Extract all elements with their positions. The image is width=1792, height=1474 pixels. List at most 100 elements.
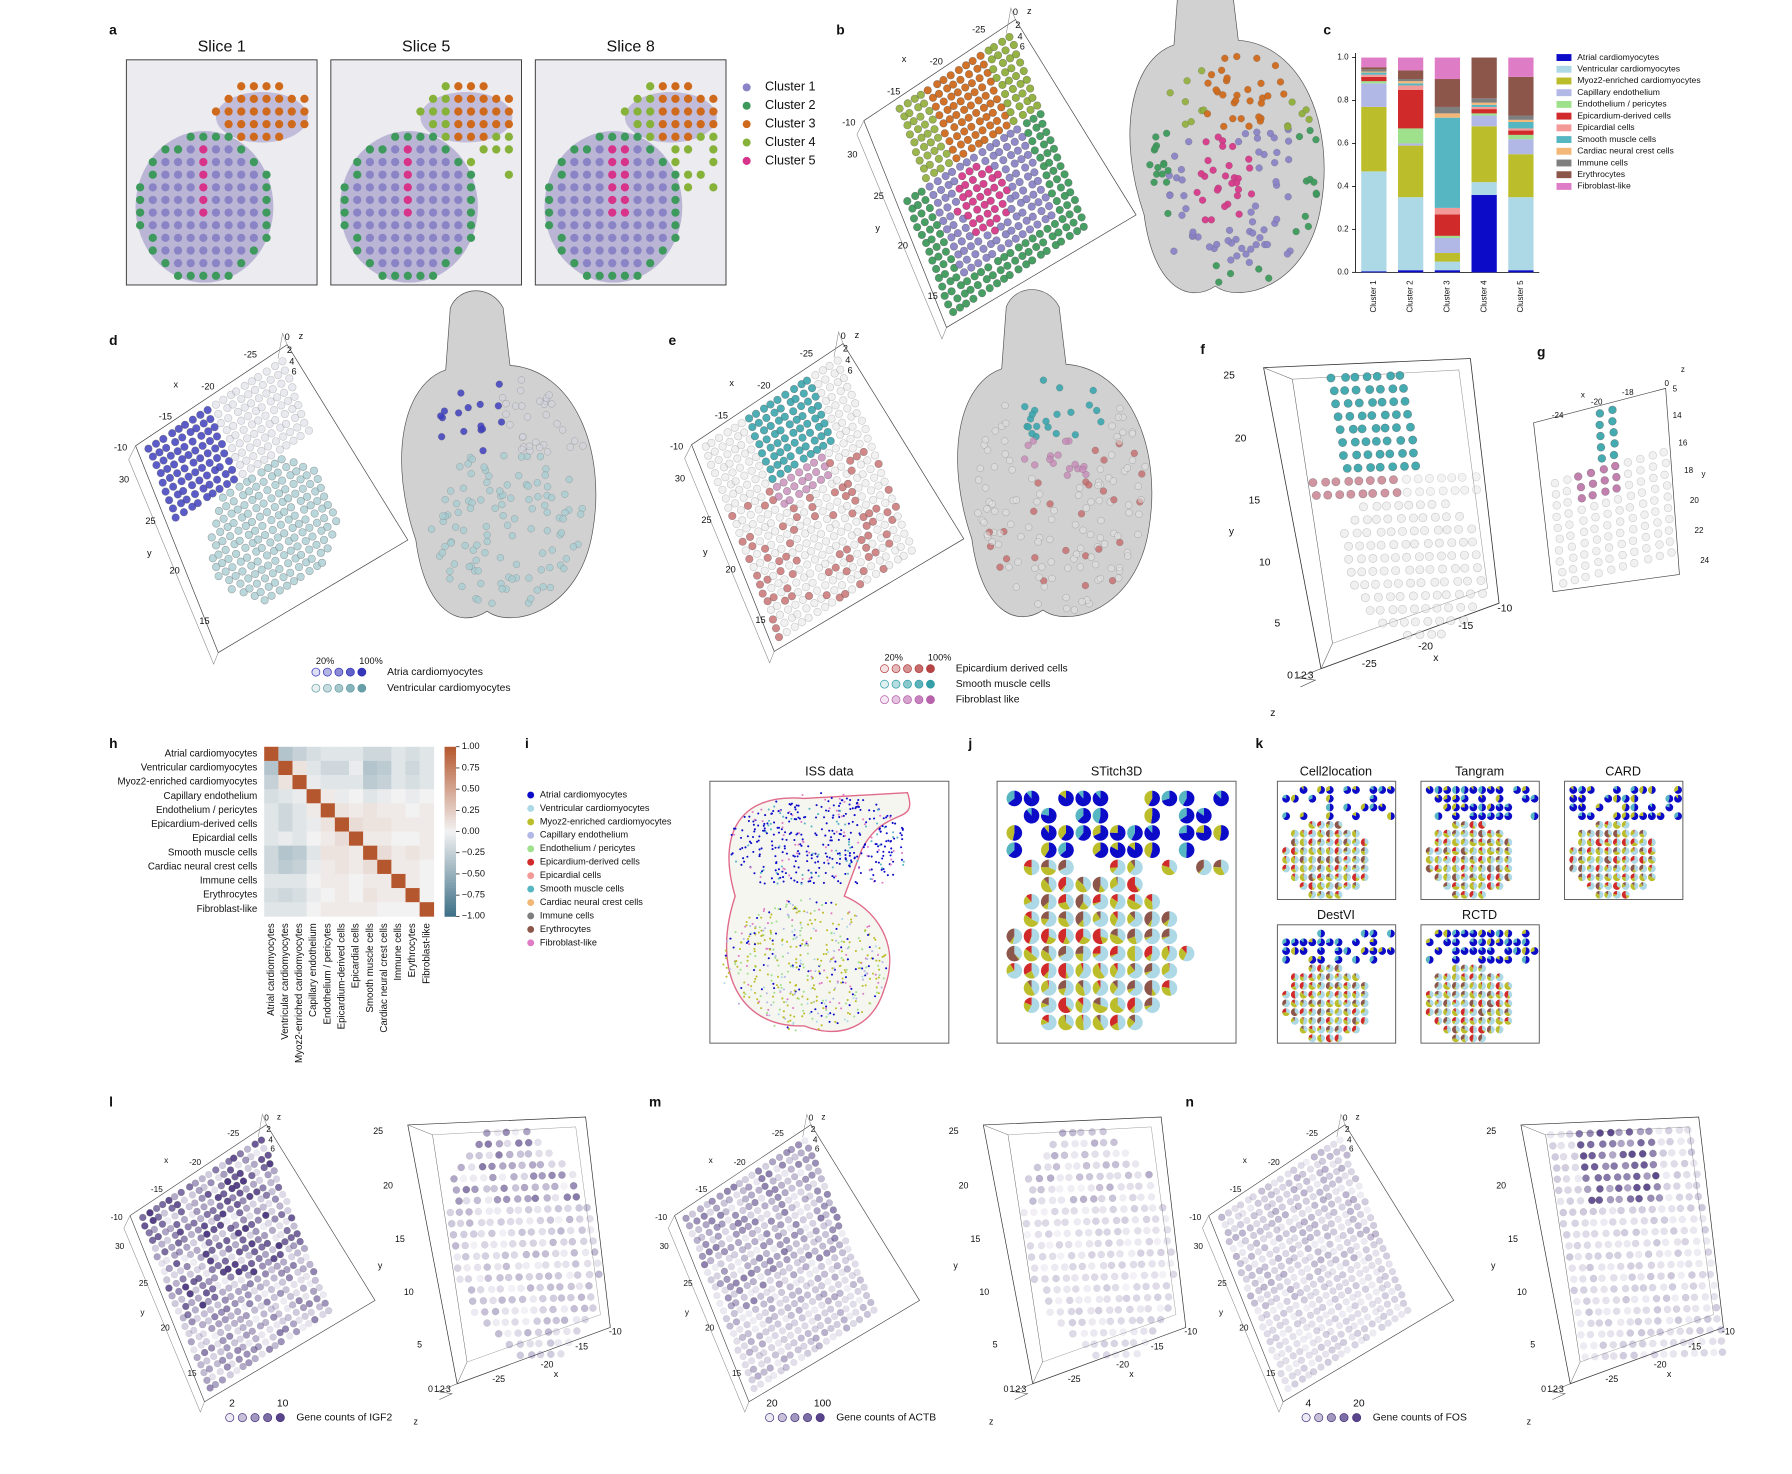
spot bbox=[998, 80, 1007, 90]
spot bbox=[620, 259, 630, 268]
spot bbox=[714, 1251, 723, 1260]
spot bbox=[416, 221, 425, 230]
spot bbox=[173, 1200, 182, 1209]
spot bbox=[353, 157, 362, 167]
spot bbox=[304, 426, 314, 435]
spot bbox=[842, 567, 851, 576]
spot bbox=[452, 523, 460, 531]
spot bbox=[212, 432, 222, 441]
spot bbox=[1170, 152, 1179, 160]
spot bbox=[1258, 1314, 1266, 1322]
spot bbox=[1346, 1246, 1355, 1254]
spot bbox=[671, 208, 680, 217]
spot bbox=[1619, 1351, 1628, 1360]
spot bbox=[223, 1197, 232, 1205]
spot bbox=[258, 1350, 266, 1358]
spot bbox=[810, 1238, 818, 1246]
bar-segment bbox=[1397, 128, 1424, 144]
spot bbox=[1239, 1209, 1247, 1217]
legend-marker bbox=[926, 664, 935, 674]
spot bbox=[206, 1306, 215, 1314]
spot bbox=[790, 1231, 799, 1239]
spot bbox=[1468, 602, 1478, 612]
spot bbox=[820, 1270, 829, 1278]
legend-marker bbox=[903, 679, 912, 689]
spot bbox=[340, 195, 349, 205]
spot bbox=[658, 170, 667, 179]
spot bbox=[1075, 1307, 1083, 1316]
panel-label: d bbox=[109, 333, 117, 348]
spot bbox=[620, 157, 630, 167]
spot bbox=[224, 1265, 232, 1273]
spot bbox=[570, 246, 579, 255]
spot bbox=[851, 496, 860, 505]
spot bbox=[1366, 1214, 1375, 1222]
spot bbox=[750, 1258, 758, 1266]
spot bbox=[456, 1275, 464, 1284]
spot bbox=[1033, 176, 1042, 185]
axis-tick-label: 25 bbox=[701, 515, 711, 525]
spot bbox=[508, 1295, 516, 1304]
spot bbox=[1233, 252, 1241, 260]
spot bbox=[428, 271, 438, 280]
spot bbox=[219, 514, 228, 523]
spot bbox=[1437, 473, 1446, 483]
spot bbox=[559, 515, 567, 523]
spot bbox=[1546, 1130, 1555, 1139]
spot bbox=[279, 1317, 287, 1325]
spot bbox=[1357, 424, 1367, 434]
spot bbox=[187, 481, 197, 490]
spot bbox=[1643, 1183, 1651, 1192]
spot bbox=[199, 170, 208, 179]
spot bbox=[270, 1254, 278, 1263]
spot bbox=[1610, 439, 1619, 448]
spot bbox=[301, 536, 310, 546]
spot bbox=[496, 1274, 504, 1282]
spot bbox=[709, 1236, 717, 1244]
spot bbox=[826, 436, 835, 446]
spot bbox=[739, 1314, 747, 1322]
spot bbox=[1683, 1170, 1691, 1179]
spot bbox=[403, 183, 412, 192]
spot bbox=[1350, 1322, 1358, 1330]
heatmap-cell bbox=[419, 760, 435, 776]
spot bbox=[807, 384, 817, 393]
spot bbox=[1576, 1141, 1585, 1149]
spot bbox=[807, 1337, 815, 1346]
spot bbox=[158, 478, 167, 487]
spot bbox=[765, 1189, 773, 1197]
bar-segment bbox=[1508, 154, 1534, 198]
spot bbox=[271, 1341, 279, 1350]
spot bbox=[1241, 1256, 1249, 1265]
spot bbox=[208, 1324, 216, 1333]
spot bbox=[748, 1376, 756, 1384]
spot bbox=[1585, 1308, 1593, 1317]
spot bbox=[1095, 1295, 1104, 1304]
spot bbox=[1615, 1128, 1623, 1137]
spot bbox=[213, 1214, 221, 1222]
spot bbox=[979, 244, 988, 253]
spot bbox=[1042, 128, 1051, 137]
spot bbox=[830, 369, 839, 378]
spot bbox=[1306, 1165, 1315, 1173]
spot bbox=[1126, 1305, 1134, 1314]
spot bbox=[792, 1220, 800, 1229]
spot bbox=[291, 413, 300, 423]
spot bbox=[750, 432, 760, 441]
spot bbox=[1415, 630, 1425, 640]
bar-segment bbox=[1508, 270, 1534, 273]
axis-tick-label: 30 bbox=[660, 1242, 670, 1251]
spot bbox=[148, 195, 157, 205]
spot bbox=[215, 1241, 223, 1250]
spot bbox=[1627, 1262, 1635, 1270]
spot bbox=[1555, 557, 1564, 566]
spot bbox=[841, 491, 850, 501]
panel-label: k bbox=[1256, 736, 1264, 751]
spot bbox=[231, 1173, 239, 1181]
spot bbox=[979, 60, 988, 69]
spot bbox=[1579, 516, 1588, 525]
spot bbox=[709, 94, 718, 104]
bar-segment bbox=[1508, 119, 1534, 122]
spot bbox=[863, 575, 872, 584]
spot bbox=[593, 1259, 602, 1267]
